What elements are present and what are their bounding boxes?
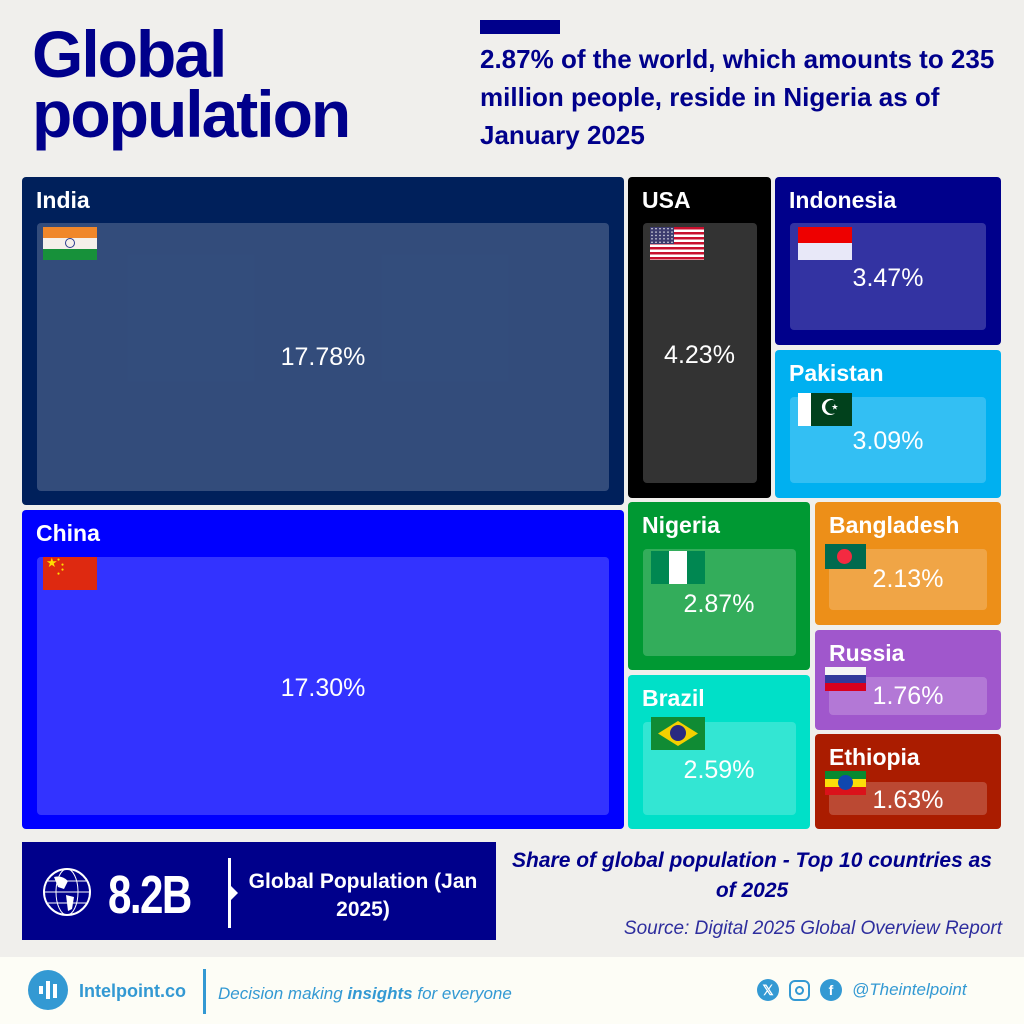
facebook-icon[interactable]: f — [820, 979, 842, 1001]
instagram-icon[interactable] — [789, 979, 810, 1001]
country-name: China — [36, 520, 100, 546]
tagline-pre: Decision making — [218, 984, 348, 1003]
percentage-value: 3.47% — [852, 264, 924, 292]
total-population-value: 8.2B — [108, 865, 192, 925]
tile-nigeria: Nigeria 2.87% — [628, 502, 810, 670]
tile-brazil: Brazil 2.59% — [628, 675, 810, 829]
footer-divider — [203, 969, 206, 1014]
tile-indonesia: Indonesia 3.47% — [775, 177, 1001, 345]
tile-bangladesh: Bangladesh 2.13% — [815, 502, 1001, 625]
percentage-value: 17.78% — [280, 343, 366, 371]
percentage-value: 2.13% — [872, 565, 944, 593]
country-name: Indonesia — [789, 187, 897, 213]
globe-icon — [43, 868, 91, 916]
pakistan-flag-icon: ☪ — [798, 393, 852, 426]
percentage-value: 1.76% — [872, 682, 944, 710]
value-panel — [37, 557, 609, 815]
page-title: Global population — [32, 17, 351, 151]
brazil-flag-icon — [651, 717, 705, 750]
country-name: Pakistan — [789, 360, 884, 386]
country-name: Brazil — [642, 685, 705, 711]
divider — [228, 858, 231, 928]
footer: Intelpoint.co Decision making insights f… — [0, 957, 1024, 1024]
ethiopia-flag-icon — [825, 771, 866, 795]
tagline-bold: insights — [347, 984, 413, 1003]
value-panel — [37, 223, 609, 491]
indonesia-flag-icon — [798, 227, 852, 260]
global-population-summary: 8.2B Global Population (Jan 2025) — [22, 842, 496, 940]
country-name: USA — [642, 187, 691, 213]
headline-stat: 2.87% of the world, which amounts to 235… — [480, 44, 995, 150]
tile-china: China ★ ● ● ● ● 17.30% — [22, 510, 624, 829]
tagline: Decision making insights for everyone — [218, 984, 512, 1004]
country-name: Bangladesh — [829, 512, 960, 538]
social-handle[interactable]: @Theintelpoint — [852, 980, 967, 999]
country-name: India — [36, 187, 90, 213]
country-name: Russia — [829, 640, 905, 666]
tile-russia: Russia 1.76% — [815, 630, 1001, 730]
russia-flag-icon — [825, 667, 866, 691]
tile-pakistan: Pakistan ☪ 3.09% — [775, 350, 1001, 498]
percentage-value: 1.63% — [872, 786, 944, 814]
arrow-icon — [230, 885, 238, 901]
usa-flag-icon — [650, 227, 704, 260]
total-population-label: Global Population (Jan 2025) — [248, 870, 478, 921]
india-flag-icon — [43, 227, 97, 260]
percentage-value: 17.30% — [280, 674, 366, 702]
percentage-value: 2.59% — [683, 756, 755, 784]
accent-bar — [480, 20, 560, 34]
country-name: Nigeria — [642, 512, 720, 538]
title-line-2: population — [32, 77, 351, 151]
tile-ethiopia: Ethiopia 1.63% — [815, 734, 1001, 829]
intelpoint-logo-icon[interactable] — [28, 970, 68, 1010]
percentage-value: 3.09% — [852, 427, 924, 455]
percentage-value: 4.23% — [664, 341, 735, 369]
brand-link[interactable]: Intelpoint.co — [79, 981, 186, 1001]
value-panel — [643, 223, 757, 483]
tagline-post: for everyone — [412, 984, 512, 1003]
china-flag-icon: ★ ● ● ● ● — [43, 557, 97, 590]
title-line-1: Global — [32, 17, 227, 91]
tile-usa: USA 4.23% — [628, 177, 771, 498]
nigeria-flag-icon — [651, 551, 705, 584]
social-links: 𝕏 f @Theintelpoint — [757, 979, 967, 1001]
country-name: Ethiopia — [829, 744, 920, 770]
percentage-value: 2.87% — [683, 590, 755, 618]
chart-caption: Share of global population - Top 10 coun… — [512, 849, 992, 902]
source-note: Source: Digital 2025 Global Overview Rep… — [623, 918, 1002, 939]
x-icon[interactable]: 𝕏 — [757, 979, 779, 1001]
tile-india: India 17.78% — [22, 177, 624, 505]
bangladesh-flag-icon — [825, 544, 866, 569]
